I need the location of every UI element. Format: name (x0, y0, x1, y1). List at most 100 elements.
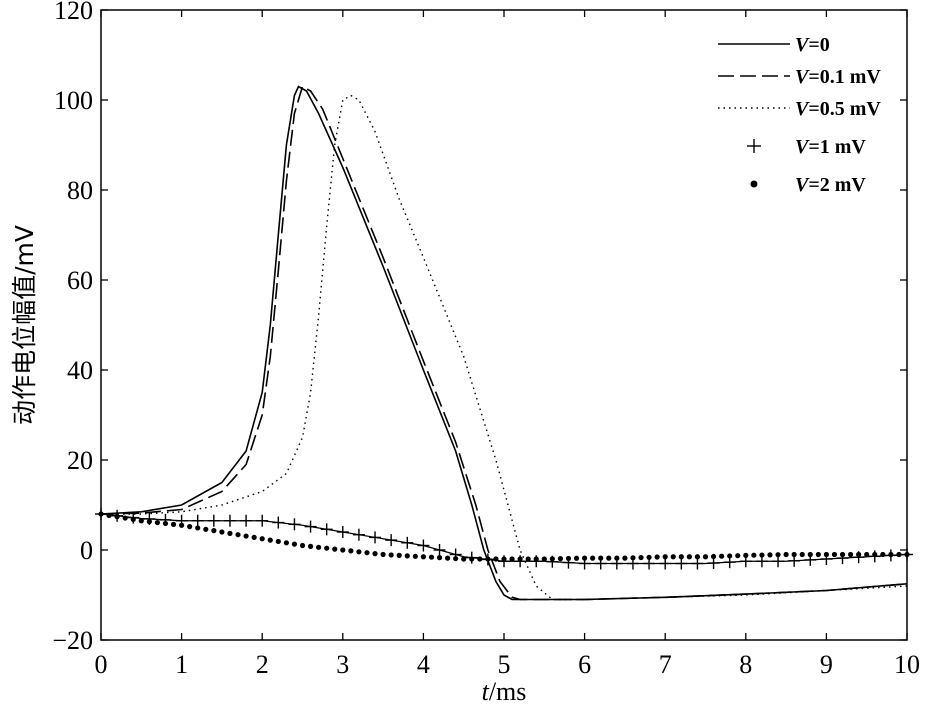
y-tick-label: 60 (67, 266, 93, 295)
series-5-point (694, 554, 701, 560)
series-4-point (320, 523, 333, 536)
x-tick-label: 2 (256, 650, 269, 679)
series-5-point (428, 554, 435, 560)
series-4-point (336, 526, 349, 538)
series-5-point (896, 551, 902, 558)
legend: V=0 V=0.1 mV V=0.5 mV V=1 mV V=2 mV (718, 34, 881, 196)
series-5-point (839, 551, 846, 558)
x-axis-title-symbol: t (482, 677, 490, 706)
series-5-point (291, 541, 298, 547)
series-5-point (831, 551, 838, 558)
series-5-point (412, 553, 418, 559)
series-5-point (170, 521, 177, 527)
series-5-point (557, 556, 564, 562)
x-tick-label: 3 (336, 650, 349, 679)
series-5-point (686, 554, 692, 560)
series-4-point (385, 534, 398, 547)
series-4-point (691, 557, 704, 570)
series-5-point (662, 554, 668, 560)
series-5-point (654, 554, 660, 560)
series-5-point (299, 542, 306, 549)
series-5-point (614, 555, 620, 561)
series-5-point (259, 536, 265, 542)
x-tick-label: 7 (659, 650, 672, 679)
series-5-point (162, 520, 169, 527)
y-tick-label: 80 (67, 176, 93, 205)
series-4-point (352, 528, 365, 541)
series-5-point (219, 529, 225, 535)
series-1-line (100, 85, 908, 601)
series-4-point (401, 536, 414, 549)
x-tick-label: 10 (894, 650, 920, 679)
series-5-point (904, 551, 910, 558)
y-axis-ticks: −20 0 20 40 60 80 100 120 (52, 0, 907, 655)
series-4-point (207, 514, 220, 527)
series-5-point (356, 549, 362, 555)
series-5-point (444, 555, 451, 561)
series-4-point (272, 516, 285, 529)
series-5-point (267, 537, 273, 543)
series-5-point (807, 551, 813, 558)
series-5-point (872, 551, 878, 558)
series-5-point (187, 524, 193, 530)
legend-series-5-label: V=2 mV (795, 174, 866, 196)
series-5-point (710, 553, 717, 560)
legend-series-3-label: V=0.5 mV (795, 98, 881, 120)
series-4-point (417, 539, 430, 552)
series-4-point (304, 520, 317, 533)
series-5-point (332, 546, 338, 552)
y-tick-label: 40 (67, 356, 93, 385)
series-5-point (646, 554, 652, 560)
series-5-point (251, 534, 257, 541)
series-5-point (316, 544, 322, 550)
series-5-point (670, 554, 676, 560)
series-5-point (767, 552, 773, 558)
series-5-point (702, 554, 709, 560)
series-5-point (307, 543, 314, 550)
x-tick-label: 1 (175, 650, 188, 679)
y-tick-label: 0 (80, 536, 93, 565)
series-5-point (340, 547, 346, 553)
series-5-point (453, 555, 459, 562)
y-tick-label: −20 (52, 626, 93, 655)
series-5-point (493, 556, 499, 562)
y-tick-label: 20 (67, 446, 93, 475)
series-5-point (469, 556, 475, 562)
series-5-point (759, 552, 765, 558)
series-5-point (211, 528, 217, 534)
legend-series-5-swatch (750, 180, 758, 188)
series-5-point (735, 553, 741, 559)
series-5-point (348, 548, 354, 554)
series-5-point (130, 516, 136, 523)
series-5-point (791, 551, 797, 558)
series-5-point (364, 550, 370, 556)
series-5-markers (98, 511, 910, 562)
series-5-point (203, 526, 209, 532)
series-5-point (541, 556, 547, 562)
series-5-point (743, 552, 749, 559)
series-5-point (283, 540, 289, 546)
series-5-point (114, 514, 120, 520)
legend-series-4-swatch (747, 139, 761, 153)
series-5-point (146, 519, 152, 525)
series-layer (95, 85, 913, 601)
series-5-point (243, 533, 249, 539)
series-5-point (106, 512, 112, 518)
x-tick-label: 4 (417, 650, 430, 679)
x-tick-label: 8 (739, 650, 752, 679)
x-tick-label: 9 (820, 650, 833, 679)
series-5-point (380, 551, 386, 558)
y-tick-label: 120 (54, 0, 93, 25)
series-5-point (509, 556, 515, 562)
series-4-point (240, 514, 253, 527)
x-axis-ticks: 0 1 2 3 4 5 6 7 8 9 10 (95, 10, 920, 679)
series-5-point (598, 555, 604, 561)
series-5-point (856, 551, 862, 558)
series-5-point (630, 555, 636, 561)
series-5-point (582, 555, 588, 561)
series-5-point (154, 519, 161, 526)
series-5-point (533, 556, 539, 562)
legend-series-2-label: V=0.1 mV (795, 66, 881, 88)
x-tick-label: 6 (578, 650, 591, 679)
